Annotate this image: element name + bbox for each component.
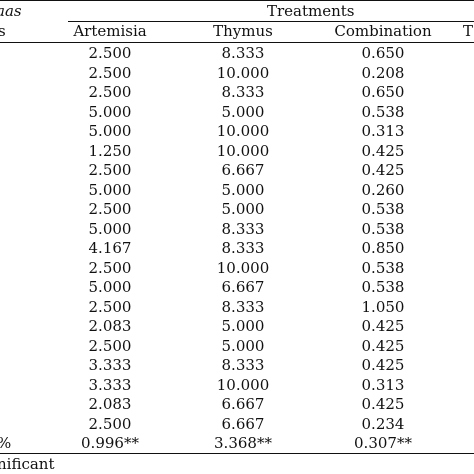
table-cell-combination: 0.538 (361, 102, 405, 121)
table-cell-thymus: 5.000 (221, 317, 265, 335)
summary-thymus: 3.368** (214, 434, 272, 452)
table-cell-artemisia: 3.333 (88, 375, 132, 394)
table-cell-artemisia: 5.000 (88, 180, 132, 199)
left-subheader-label: s (0, 22, 6, 40)
table-cell-combination: 0.538 (361, 200, 405, 218)
table-cell-combination: 0.313 (361, 375, 405, 394)
table-cell-thymus: 10.000 (216, 63, 270, 82)
treatments-group-title: Treatments (267, 2, 355, 20)
table-cell-combination: 0.425 (361, 317, 405, 335)
table-cell-artemisia: 2.083 (88, 317, 132, 335)
table-cell-artemisia: 2.500 (88, 336, 132, 355)
left-header-label: aas (0, 2, 22, 20)
table-cell-combination: 0.425 (361, 356, 405, 374)
table-cell-thymus: 10.000 (216, 122, 270, 140)
table-cell-artemisia: 2.500 (88, 44, 132, 62)
table-cell-combination: 0.313 (361, 122, 405, 140)
table-cell-artemisia: 2.500 (88, 414, 132, 433)
table-cell-thymus: 8.333 (221, 219, 265, 238)
table-cell-artemisia: 2.083 (88, 395, 132, 413)
table-cell-thymus: 5.000 (221, 102, 265, 121)
table-cell-thymus: 6.667 (221, 395, 265, 413)
table-cell-thymus: 10.000 (216, 141, 270, 160)
table-cell-artemisia: 2.500 (88, 258, 132, 277)
summary-combination: 0.307** (354, 434, 412, 452)
table-cell-thymus: 6.667 (221, 414, 265, 433)
treatments-underline (68, 21, 474, 22)
table-cell-thymus: 5.000 (221, 180, 265, 199)
table-cell-combination: 0.208 (361, 63, 405, 82)
column-header-thymus: Thymus (213, 22, 273, 40)
table-cell-thymus: 8.333 (221, 297, 265, 316)
top-rule (0, 0, 474, 1)
table-cell-artemisia: 4.167 (88, 239, 132, 257)
table-cell-combination: 0.650 (361, 44, 405, 62)
table-cell-artemisia: 2.500 (88, 297, 132, 316)
table-cell-combination: 0.260 (361, 180, 405, 199)
table-cell-thymus: 6.667 (221, 161, 265, 179)
table-cell-artemisia: 5.000 (88, 122, 132, 140)
table-cell-combination: 0.650 (361, 83, 405, 101)
table-cell-combination: 1.050 (361, 297, 405, 316)
table-cell-artemisia: 1.250 (88, 141, 132, 160)
table-cell-combination: 0.234 (361, 414, 405, 433)
table-cell-combination: 0.425 (361, 336, 405, 355)
table-cell-artemisia: 2.500 (88, 161, 132, 179)
table-cell-artemisia: 2.500 (88, 83, 132, 101)
table-cell-thymus: 8.333 (221, 239, 265, 257)
table-cell-combination: 0.538 (361, 278, 405, 296)
table-cell-thymus: 5.000 (221, 336, 265, 355)
column-header-artemisia: Artemisia (73, 22, 147, 40)
header-bottom-rule (0, 42, 474, 43)
table-cell-combination: 0.538 (361, 258, 405, 277)
footnote: nificant (0, 455, 55, 473)
table-cell-thymus: 6.667 (221, 278, 265, 296)
table-cell-combination: 0.850 (361, 239, 405, 257)
table-cell-thymus: 8.333 (221, 356, 265, 374)
table-cell-thymus: 8.333 (221, 44, 265, 62)
summary-artemisia: 0.996** (81, 434, 139, 452)
table-cell-artemisia: 5.000 (88, 219, 132, 238)
table-cell-artemisia: 2.500 (88, 63, 132, 82)
column-header-combination: Combination (334, 22, 432, 40)
table-cell-thymus: 10.000 (216, 375, 270, 394)
table-cell-combination: 0.425 (361, 141, 405, 160)
table-cell-combination: 0.425 (361, 395, 405, 413)
column-header-extra: T (463, 22, 474, 40)
table-cell-thymus: 8.333 (221, 83, 265, 101)
table-cell-combination: 0.538 (361, 219, 405, 238)
table-cell-thymus: 5.000 (221, 200, 265, 218)
summary-row-label: % (0, 435, 11, 452)
table-cell-artemisia: 3.333 (88, 356, 132, 374)
table-cell-artemisia: 5.000 (88, 278, 132, 296)
table-bottom-rule (0, 453, 474, 454)
table-cell-combination: 0.425 (361, 161, 405, 179)
table-cell-thymus: 10.000 (216, 258, 270, 277)
table-cell-artemisia: 5.000 (88, 102, 132, 121)
table-cell-artemisia: 2.500 (88, 200, 132, 218)
